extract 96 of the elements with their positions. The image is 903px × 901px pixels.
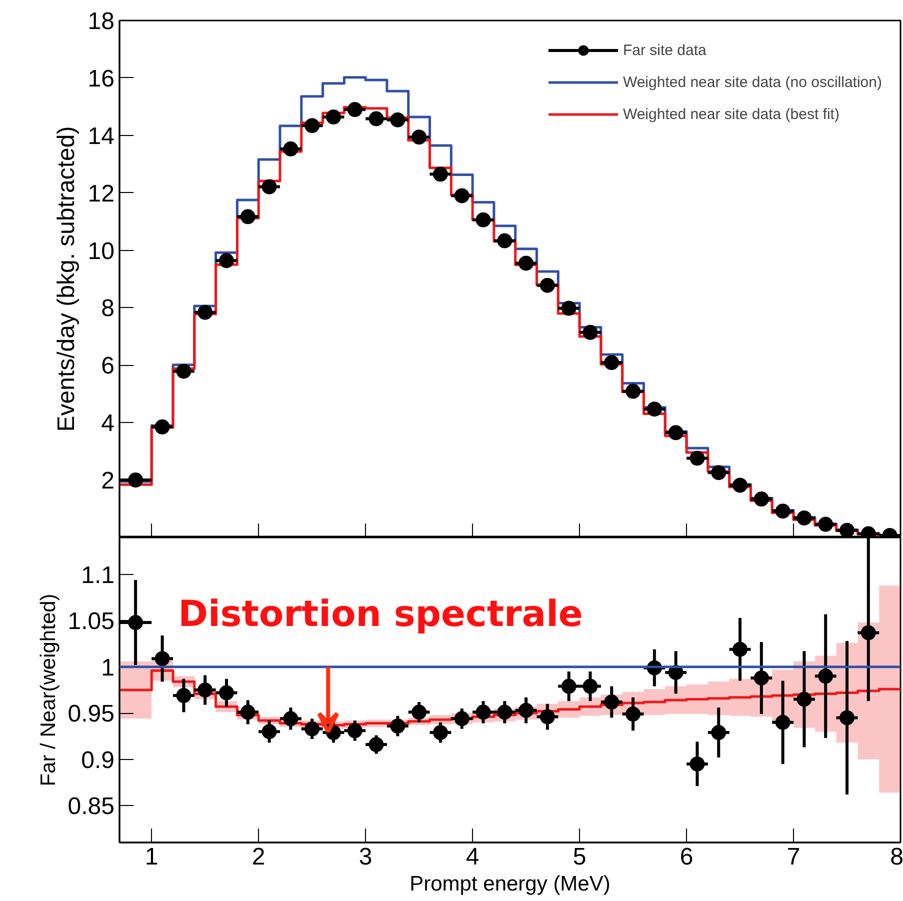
point — [347, 723, 362, 738]
point — [432, 725, 448, 740]
point — [626, 706, 641, 722]
point — [454, 711, 470, 726]
y-tick-label: 8 — [101, 295, 115, 322]
point — [561, 678, 576, 694]
point — [497, 233, 512, 248]
point — [561, 300, 576, 316]
point — [154, 419, 170, 434]
y-tick-label: 0.9 — [81, 746, 115, 774]
y-tick-label: 18 — [88, 8, 115, 35]
point — [390, 718, 406, 734]
point — [497, 704, 512, 720]
point — [732, 478, 748, 493]
point — [176, 688, 192, 704]
point — [390, 112, 406, 128]
y-tick-label: 2 — [101, 468, 115, 495]
y-tick-label: 1.05 — [68, 608, 115, 636]
legend-label: Far site data — [622, 42, 706, 58]
point — [775, 714, 790, 730]
point — [690, 756, 705, 772]
point — [198, 304, 213, 320]
x-tick-label: 3 — [358, 844, 372, 870]
point — [304, 118, 320, 134]
point — [668, 425, 684, 440]
point — [240, 704, 256, 720]
y-axis-title: Events/day (bkg. subtracted) — [52, 126, 80, 432]
point — [218, 253, 234, 268]
point — [796, 510, 812, 526]
point — [518, 702, 534, 718]
point — [432, 166, 448, 182]
y-tick-label: 0.95 — [68, 700, 115, 728]
x-tick-label: 1 — [144, 844, 158, 870]
x-tick-label: 8 — [890, 844, 903, 870]
point — [840, 710, 855, 726]
point — [476, 704, 491, 720]
x-tick-label: 4 — [466, 844, 480, 870]
point — [476, 212, 491, 228]
point — [711, 465, 726, 480]
x-tick-label: 5 — [572, 844, 586, 870]
point — [582, 678, 598, 694]
point — [754, 670, 769, 686]
y-tick-label: 10 — [88, 238, 115, 265]
annotation: Distortion spectrale — [178, 594, 583, 636]
point — [412, 704, 427, 720]
y-tick-label: 12 — [88, 180, 115, 208]
point — [176, 364, 192, 379]
point — [326, 110, 341, 124]
point — [540, 278, 555, 293]
point — [368, 111, 384, 126]
x-tick-label: 2 — [252, 844, 266, 870]
point — [347, 102, 362, 118]
point — [454, 188, 470, 204]
point — [154, 651, 170, 666]
y-tick-label: 0.85 — [68, 793, 115, 820]
y-tick-label: 16 — [88, 65, 115, 92]
point — [368, 737, 384, 752]
point — [646, 402, 662, 417]
point — [262, 724, 277, 740]
point — [818, 516, 834, 532]
point — [626, 384, 641, 399]
point — [754, 492, 769, 506]
point — [796, 692, 812, 707]
point — [540, 709, 555, 724]
point — [582, 324, 598, 340]
point — [860, 625, 876, 640]
point — [128, 472, 144, 488]
point — [128, 615, 144, 630]
y-tick-label: 1 — [101, 654, 115, 682]
point — [690, 450, 705, 466]
point — [262, 179, 277, 194]
point — [818, 668, 834, 684]
y-tick-label: 4 — [101, 410, 115, 438]
point — [198, 682, 213, 698]
x-tick-label: 7 — [786, 844, 800, 870]
point — [711, 725, 726, 740]
point — [304, 721, 320, 736]
legend-label: Weighted near site data (no oscillation) — [622, 74, 882, 90]
y-axis-title: Far / Near(weighted) — [36, 594, 60, 786]
point — [218, 685, 234, 700]
point — [518, 256, 534, 271]
y-tick-label: 14 — [88, 122, 115, 150]
point — [840, 522, 855, 537]
point — [732, 642, 748, 657]
legend-label: Weighted near site data (best fit) — [622, 106, 840, 122]
point — [604, 355, 620, 370]
x-axis-title: Prompt energy (MeV) — [410, 872, 610, 896]
x-tick-label: 6 — [680, 844, 694, 870]
y-tick-label: 6 — [101, 352, 115, 380]
point — [775, 504, 790, 519]
point — [283, 141, 298, 156]
point — [412, 130, 427, 145]
point — [283, 711, 298, 726]
y-tick-label: 1.1 — [81, 562, 115, 589]
point — [604, 694, 620, 710]
point — [240, 209, 256, 224]
